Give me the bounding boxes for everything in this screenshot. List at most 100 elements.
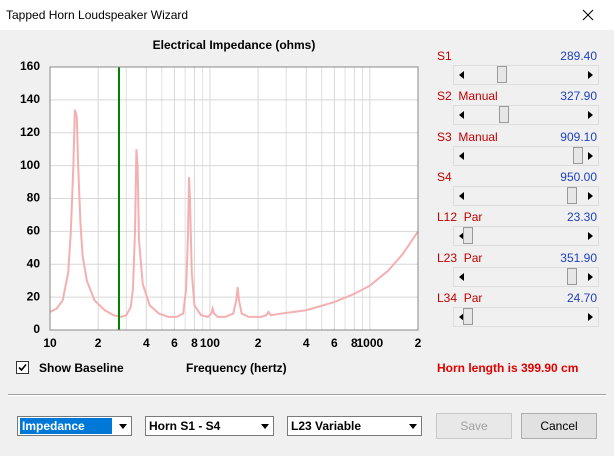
arrow-glyph (459, 191, 464, 200)
slider-value: 909.10 (560, 129, 597, 144)
y-tick-label: 0 (33, 322, 40, 336)
arrow-glyph (459, 111, 464, 120)
window-title: Tapped Horn Loudspeaker Wizard (6, 8, 189, 22)
dropdown[interactable]: Impedance (17, 416, 132, 436)
arrow-glyph (588, 191, 593, 200)
dropdown-arrow (409, 424, 417, 429)
dropdown-button[interactable] (257, 417, 273, 435)
x-tick-label: 4 (143, 336, 150, 350)
x-tick-label: 10 (43, 336, 57, 350)
dropdown-text: Impedance (20, 418, 112, 434)
x-tick-label: 2 (255, 336, 262, 350)
chart-title: Electrical Impedance (ohms) (153, 38, 316, 52)
arrow-glyph (588, 232, 593, 241)
x-axis-label: Frequency (hertz) (186, 361, 287, 375)
slider-thumb[interactable] (497, 66, 507, 83)
slider-left-arrow[interactable] (454, 267, 470, 286)
arrow-glyph (588, 272, 593, 281)
slider[interactable] (453, 306, 599, 327)
slider-thumb[interactable] (567, 267, 577, 285)
slider-left-arrow[interactable] (454, 66, 470, 84)
slider-right-arrow[interactable] (582, 186, 598, 205)
slider[interactable] (453, 105, 599, 126)
slider-left-arrow[interactable] (454, 186, 470, 205)
x-tick-label: 8 (191, 336, 198, 350)
arrow-glyph (459, 151, 464, 160)
slider[interactable] (453, 145, 599, 166)
slider[interactable] (453, 185, 599, 206)
arrow-glyph (588, 151, 593, 160)
checkbox[interactable] (16, 361, 29, 374)
y-tick-label: 20 (27, 289, 41, 303)
y-tick-label: 80 (27, 191, 41, 205)
arrow-glyph (588, 312, 593, 321)
slider-thumb[interactable] (567, 186, 577, 204)
impedance-line (49, 109, 419, 318)
slider[interactable] (453, 266, 599, 287)
plot-border (49, 66, 419, 331)
slider-label: S4 (437, 169, 452, 184)
y-tick-label: 120 (20, 125, 40, 139)
y-tick-label: 40 (27, 256, 41, 270)
x-tick-label: 2 (95, 336, 102, 350)
title-bar: Tapped Horn Loudspeaker Wizard (0, 0, 614, 30)
y-tick-label: 140 (20, 92, 40, 106)
slider-label: S2 Manual (437, 89, 498, 104)
dropdown-arrow (119, 424, 127, 429)
arrow-glyph (459, 272, 464, 281)
y-tick-label: 100 (20, 158, 40, 172)
arrow-glyph (459, 71, 464, 79)
x-tick-label: 6 (331, 336, 338, 350)
horn-length: Horn length is 399.90 cm (437, 361, 579, 375)
slider-left-arrow[interactable] (454, 106, 470, 125)
slider-value: 289.40 (560, 49, 597, 63)
slider-label: L12 Par (437, 210, 483, 225)
y-tick-label: 60 (27, 224, 41, 238)
slider-value: 23.30 (566, 210, 597, 225)
x-tick-label: 4 (303, 336, 310, 350)
slider-label: L34 Par (437, 290, 483, 305)
slider-thumb[interactable] (573, 146, 583, 164)
arrow-glyph (588, 111, 593, 120)
slider-right-arrow[interactable] (582, 66, 598, 84)
dropdown[interactable]: L23 Variable (287, 416, 422, 436)
chart: Electrical Impedance (ohms) 10 2 4 6 8 100 2 4 6… (20, 38, 422, 350)
slider-label: L23 Par (437, 250, 483, 265)
close-button[interactable] (582, 9, 594, 21)
slider-value: 950.00 (560, 169, 597, 184)
arrow-glyph (459, 312, 464, 321)
checkbox-label[interactable]: Show Baseline (39, 361, 124, 375)
separator (8, 394, 606, 396)
slider-label: S3 Manual (437, 129, 498, 144)
slider-value: 327.90 (560, 89, 597, 104)
x-tick-label: 100 (200, 336, 220, 350)
x-tick-label: 6 (171, 336, 178, 350)
slider-thumb[interactable] (463, 307, 473, 325)
x-tick-label: 8 (351, 336, 358, 350)
slider-value: 24.70 (566, 290, 597, 305)
arrow-glyph (459, 232, 464, 241)
save-button[interactable]: Save (436, 413, 512, 439)
slider-left-arrow[interactable] (454, 146, 470, 165)
x-tick-label: 2 (415, 336, 422, 350)
dropdown-text: L23 Variable (291, 419, 362, 433)
slider-right-arrow[interactable] (582, 307, 598, 326)
slider-value: 351.90 (560, 250, 597, 265)
slider[interactable] (453, 226, 599, 247)
slider-right-arrow[interactable] (582, 146, 598, 165)
x-tick-label: 1000 (357, 336, 384, 350)
slider-right-arrow[interactable] (582, 106, 598, 125)
dropdown[interactable]: Horn S1 - S4 (145, 416, 274, 436)
dropdown-text: Horn S1 - S4 (149, 419, 221, 433)
cancel-button[interactable]: Cancel (521, 413, 597, 439)
slider-thumb[interactable] (499, 106, 509, 124)
dropdown-button[interactable] (115, 417, 131, 435)
slider[interactable] (453, 65, 599, 85)
dropdown-button[interactable] (405, 417, 421, 435)
arrow-glyph (588, 71, 593, 79)
slider-right-arrow[interactable] (582, 267, 598, 286)
slider-thumb[interactable] (463, 227, 473, 245)
slider-right-arrow[interactable] (582, 227, 598, 246)
dropdown-arrow (261, 424, 269, 429)
